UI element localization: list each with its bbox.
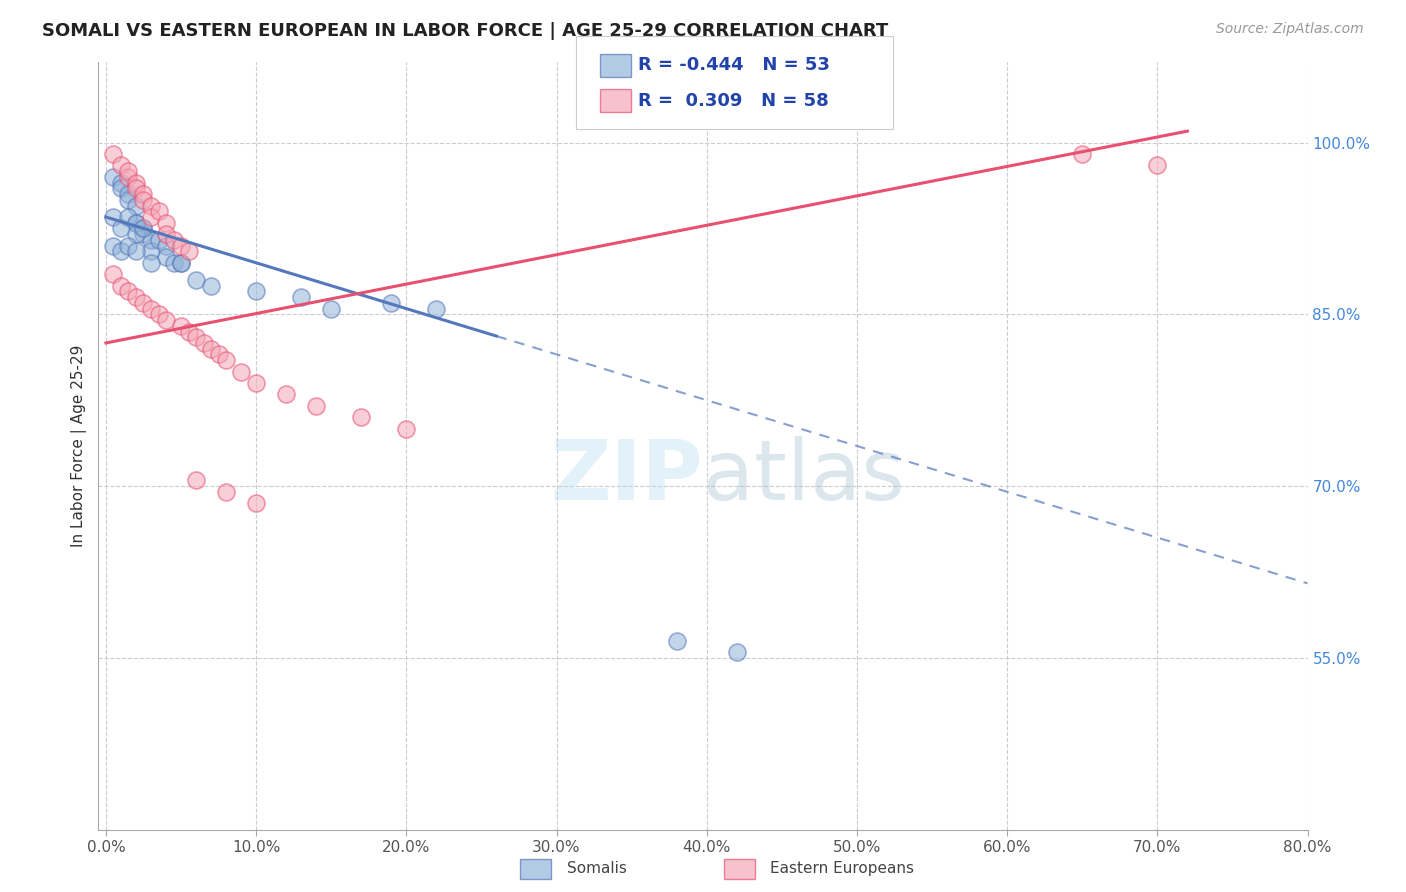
Point (245, 376, 267, 390)
Point (117, 169, 139, 184)
Point (155, 227, 177, 242)
Text: R =  0.309   N = 58: R = 0.309 N = 58 (638, 92, 830, 110)
Point (162, 233, 184, 247)
Point (1146, 159, 1168, 173)
Point (380, 296, 402, 310)
Point (117, 210, 139, 224)
Point (139, 210, 162, 224)
Point (110, 176, 132, 190)
Point (125, 198, 148, 212)
Point (155, 250, 177, 264)
Point (132, 221, 155, 235)
Point (170, 256, 193, 270)
Point (1071, 147, 1094, 161)
Point (125, 181, 148, 195)
Y-axis label: In Labor Force | Age 25-29: In Labor Force | Age 25-29 (72, 345, 87, 547)
Point (125, 176, 148, 190)
Point (148, 307, 170, 321)
Point (170, 256, 193, 270)
Point (125, 244, 148, 259)
Point (103, 169, 125, 184)
Point (117, 285, 139, 299)
Point (117, 193, 139, 207)
Point (321, 301, 343, 316)
Point (125, 227, 148, 242)
Point (132, 221, 155, 235)
Point (103, 210, 125, 224)
Point (103, 147, 125, 161)
Point (103, 267, 125, 281)
Text: Eastern Europeans: Eastern Europeans (770, 862, 914, 876)
Point (110, 278, 132, 293)
Text: Source: ZipAtlas.com: Source: ZipAtlas.com (1216, 22, 1364, 37)
Point (207, 347, 229, 361)
Point (155, 238, 177, 252)
Point (200, 342, 222, 356)
Point (170, 318, 193, 333)
Point (110, 159, 132, 173)
Point (125, 216, 148, 230)
Point (155, 313, 177, 327)
Point (139, 233, 162, 247)
Point (177, 244, 200, 259)
Point (125, 216, 148, 230)
Point (395, 422, 418, 436)
Point (350, 410, 373, 425)
Point (170, 238, 193, 252)
Point (229, 365, 252, 379)
Point (125, 290, 148, 304)
Point (245, 285, 267, 299)
Point (725, 645, 748, 659)
Point (184, 474, 207, 488)
Point (110, 181, 132, 195)
Point (132, 187, 155, 202)
Point (276, 387, 298, 401)
Text: R = -0.444   N = 53: R = -0.444 N = 53 (638, 56, 830, 74)
Point (117, 187, 139, 202)
Point (139, 198, 162, 212)
Point (425, 301, 447, 316)
Point (215, 484, 238, 499)
Point (110, 221, 132, 235)
Point (245, 496, 267, 510)
Point (103, 238, 125, 252)
Text: SOMALI VS EASTERN EUROPEAN IN LABOR FORCE | AGE 25-29 CORRELATION CHART: SOMALI VS EASTERN EUROPEAN IN LABOR FORC… (42, 22, 889, 40)
Point (193, 335, 215, 350)
Point (200, 278, 222, 293)
Point (110, 244, 132, 259)
Point (290, 290, 312, 304)
Point (139, 301, 162, 316)
Point (215, 353, 238, 368)
Point (148, 204, 170, 219)
Point (132, 227, 155, 242)
Text: ZIP: ZIP (551, 436, 703, 517)
Point (155, 216, 177, 230)
Point (139, 256, 162, 270)
Point (184, 330, 207, 344)
Point (305, 399, 328, 413)
Point (117, 238, 139, 252)
Point (162, 256, 184, 270)
Point (665, 633, 688, 648)
Text: Somalis: Somalis (567, 862, 627, 876)
Point (139, 244, 162, 259)
Point (148, 233, 170, 247)
Text: atlas: atlas (703, 436, 904, 517)
Point (184, 273, 207, 287)
Point (117, 164, 139, 178)
Point (132, 193, 155, 207)
Point (132, 296, 155, 310)
Point (177, 325, 200, 339)
